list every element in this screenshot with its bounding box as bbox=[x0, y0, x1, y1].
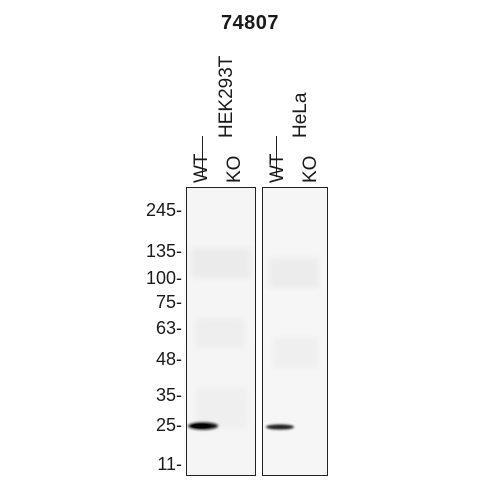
cell-line-divider-hela bbox=[276, 136, 278, 177]
lane-label-hek-wt: WT bbox=[191, 153, 212, 183]
lane-label-hela-wt: WT bbox=[267, 153, 288, 183]
lane-label-hek-ko: KO bbox=[224, 155, 245, 183]
mw-marker-25: 25- bbox=[155, 415, 182, 435]
figure-title: 74807 bbox=[220, 12, 280, 34]
band-hela-wt bbox=[266, 424, 294, 430]
blot-image-hek293t bbox=[187, 188, 255, 475]
mw-marker-100: 100- bbox=[145, 268, 182, 288]
mw-marker-75: 75- bbox=[155, 292, 182, 312]
mw-marker-245: 245- bbox=[145, 200, 182, 220]
cell-line-label-hek293t: HEK293T bbox=[216, 55, 237, 138]
blot-image-hela bbox=[263, 188, 327, 475]
mw-marker-63: 63- bbox=[155, 318, 182, 338]
blot-panel-hek293t bbox=[186, 187, 256, 476]
blot-panel-hela bbox=[262, 187, 328, 476]
mw-marker-48: 48- bbox=[155, 349, 182, 369]
cell-line-divider-hek293t bbox=[202, 136, 204, 177]
mw-marker-135: 135- bbox=[145, 241, 182, 261]
mw-marker-11: 11- bbox=[157, 454, 182, 474]
cell-line-label-hela: HeLa bbox=[290, 92, 311, 138]
mw-marker-35: 35- bbox=[155, 385, 182, 405]
lane-label-hela-ko: KO bbox=[300, 155, 321, 183]
